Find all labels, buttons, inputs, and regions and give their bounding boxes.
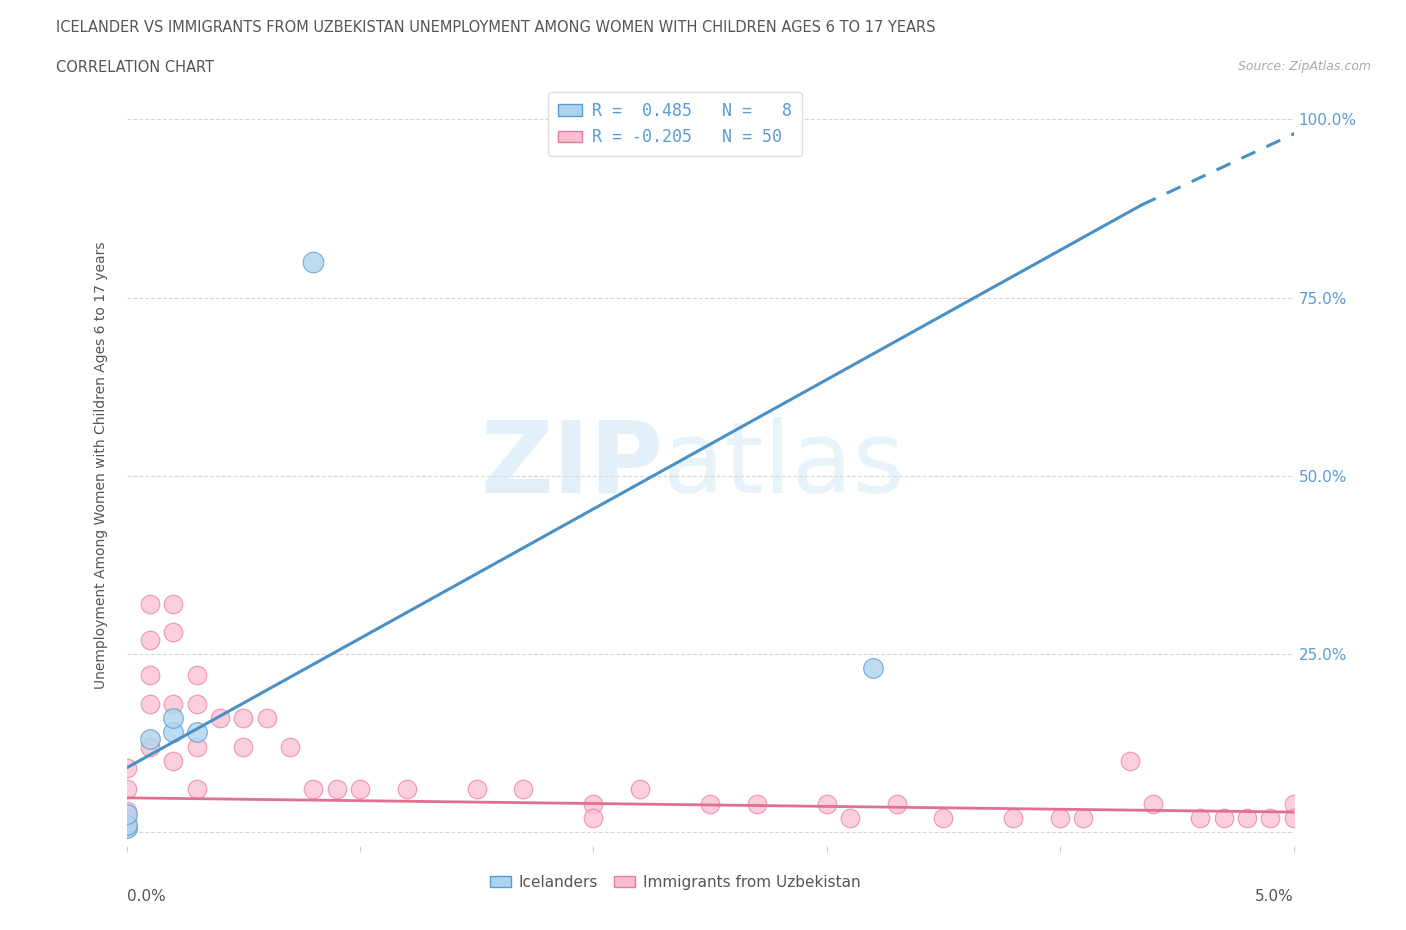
Point bbox=[628, 782, 651, 797]
Point bbox=[162, 625, 184, 640]
Legend: Icelanders, Immigrants from Uzbekistan: Icelanders, Immigrants from Uzbekistan bbox=[484, 869, 866, 896]
Point bbox=[1189, 810, 1212, 825]
Point bbox=[186, 668, 208, 683]
Point bbox=[1282, 796, 1305, 811]
Point bbox=[862, 660, 884, 675]
Point bbox=[325, 782, 347, 797]
Point bbox=[1049, 810, 1071, 825]
Point bbox=[186, 782, 208, 797]
Text: ICELANDER VS IMMIGRANTS FROM UZBEKISTAN UNEMPLOYMENT AMONG WOMEN WITH CHILDREN A: ICELANDER VS IMMIGRANTS FROM UZBEKISTAN … bbox=[56, 20, 936, 35]
Point bbox=[886, 796, 908, 811]
Point bbox=[115, 821, 138, 836]
Point bbox=[512, 782, 534, 797]
Point bbox=[465, 782, 488, 797]
Point bbox=[256, 711, 278, 725]
Text: ZIP: ZIP bbox=[481, 417, 664, 513]
Point bbox=[186, 724, 208, 739]
Point bbox=[1258, 810, 1281, 825]
Point bbox=[139, 739, 162, 754]
Point bbox=[582, 810, 605, 825]
Point bbox=[1236, 810, 1258, 825]
Y-axis label: Unemployment Among Women with Children Ages 6 to 17 years: Unemployment Among Women with Children A… bbox=[94, 241, 108, 689]
Point bbox=[302, 255, 325, 270]
Point bbox=[139, 668, 162, 683]
Point bbox=[1142, 796, 1164, 811]
Point bbox=[1212, 810, 1234, 825]
Point bbox=[115, 821, 138, 836]
Point bbox=[115, 810, 138, 825]
Point bbox=[232, 711, 254, 725]
Point bbox=[815, 796, 838, 811]
Point bbox=[162, 753, 184, 768]
Point bbox=[932, 810, 955, 825]
Text: 5.0%: 5.0% bbox=[1254, 889, 1294, 904]
Point bbox=[139, 596, 162, 611]
Text: atlas: atlas bbox=[664, 417, 905, 513]
Point bbox=[302, 782, 325, 797]
Point bbox=[139, 732, 162, 747]
Point bbox=[582, 796, 605, 811]
Point bbox=[349, 782, 371, 797]
Point bbox=[162, 724, 184, 739]
Point bbox=[699, 796, 721, 811]
Point bbox=[162, 596, 184, 611]
Point bbox=[139, 632, 162, 647]
Point bbox=[115, 761, 138, 776]
Point bbox=[395, 782, 418, 797]
Text: 0.0%: 0.0% bbox=[127, 889, 166, 904]
Text: Source: ZipAtlas.com: Source: ZipAtlas.com bbox=[1237, 60, 1371, 73]
Point bbox=[232, 739, 254, 754]
Point bbox=[208, 711, 231, 725]
Point bbox=[115, 817, 138, 832]
Point bbox=[278, 739, 301, 754]
Point bbox=[839, 810, 862, 825]
Point bbox=[1282, 810, 1305, 825]
Point bbox=[186, 697, 208, 711]
Point bbox=[115, 782, 138, 797]
Point bbox=[1002, 810, 1025, 825]
Point bbox=[139, 697, 162, 711]
Point bbox=[115, 804, 138, 818]
Point bbox=[115, 807, 138, 822]
Point bbox=[162, 711, 184, 725]
Point bbox=[186, 739, 208, 754]
Point bbox=[115, 817, 138, 832]
Point bbox=[1119, 753, 1142, 768]
Point bbox=[745, 796, 768, 811]
Text: CORRELATION CHART: CORRELATION CHART bbox=[56, 60, 214, 75]
Point bbox=[162, 697, 184, 711]
Point bbox=[1073, 810, 1095, 825]
